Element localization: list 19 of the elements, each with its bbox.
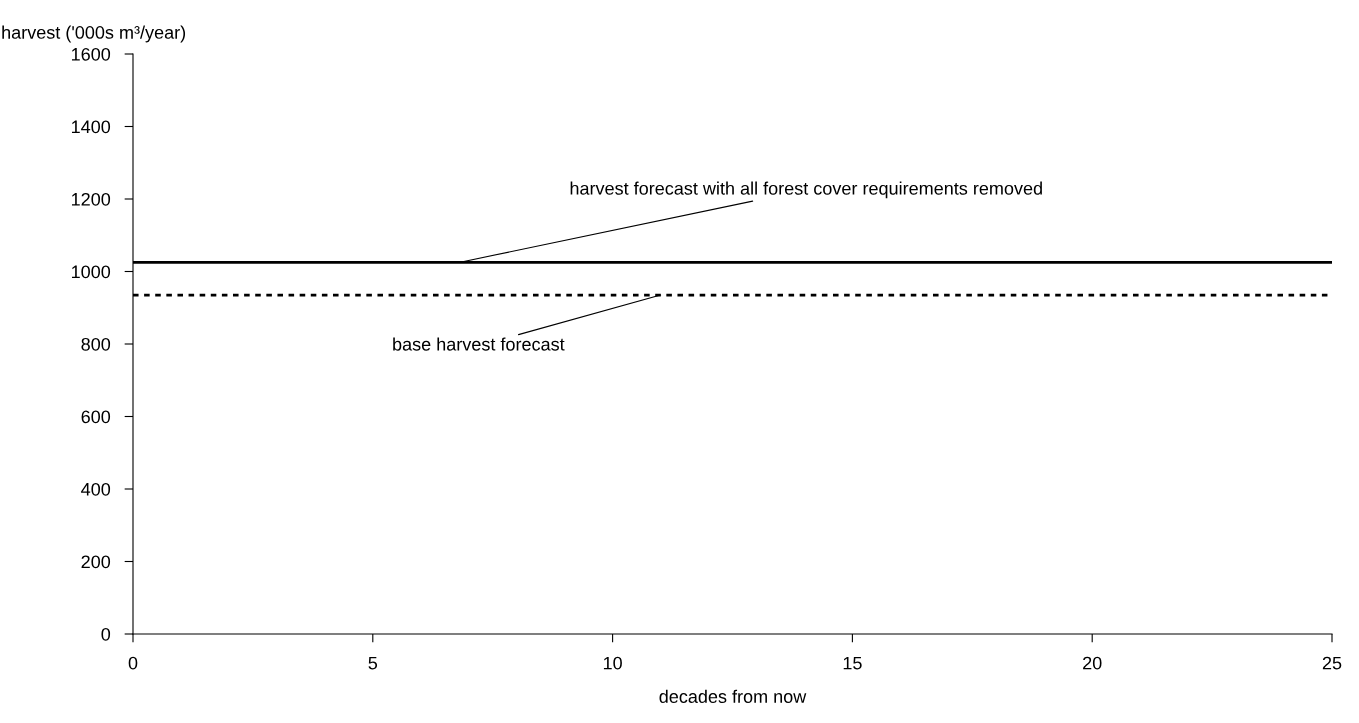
- y-tick-label: 600: [81, 410, 111, 424]
- y-tick-label: 200: [81, 555, 111, 569]
- x-tick-label: 25: [1322, 656, 1342, 670]
- x-tick-label: 15: [843, 656, 862, 670]
- x-tick-label: 0: [128, 656, 138, 670]
- y-tick-label: 400: [81, 482, 111, 496]
- y-tick-label: 1600: [71, 47, 111, 61]
- y-tick-label: 800: [81, 337, 111, 351]
- x-tick-label: 10: [603, 656, 622, 670]
- annotation: harvest forecast with all forest cover requirements removed: [570, 181, 1042, 199]
- x-tick-label: 5: [368, 656, 378, 670]
- y-tick-label: 0: [101, 627, 111, 641]
- y-tick-label: 1400: [71, 120, 111, 134]
- y-axis-title: harvest ('000s m³/year): [2, 25, 186, 43]
- y-tick-label: 1200: [71, 192, 111, 206]
- x-tick-label: 20: [1083, 656, 1102, 670]
- y-tick-label: 1000: [71, 265, 111, 279]
- annotation: base harvest forecast: [393, 337, 565, 351]
- x-axis-title: decades from now: [659, 689, 807, 703]
